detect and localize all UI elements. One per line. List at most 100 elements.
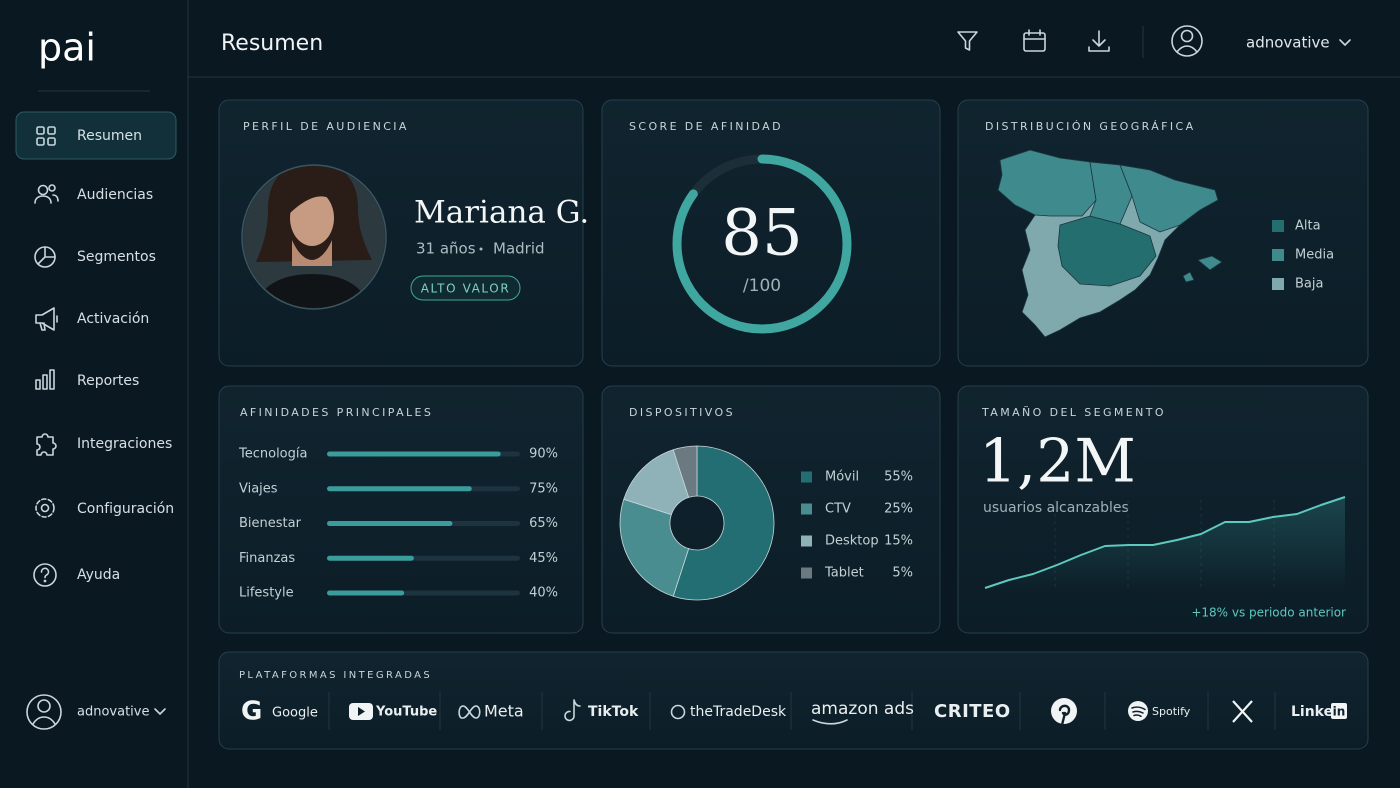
page-title: Resumen [221, 31, 323, 56]
logo-x [1232, 700, 1253, 723]
affinity-bars: Tecnología 90% Viajes 75% Bienestar 65% Finanz… [238, 447, 558, 601]
card-title: SCORE DE AFINIDAD [629, 120, 783, 133]
spain-map [997, 149, 1223, 338]
nav-item[interactable]: Ayuda [33, 563, 120, 587]
user-menu[interactable]: adnovative [26, 694, 166, 730]
nav-icon [36, 433, 57, 456]
linkedin-box [1331, 703, 1347, 719]
profile-photo [243, 166, 385, 308]
legend-value: 25% [884, 502, 913, 517]
chevron [154, 708, 166, 715]
logo-tradedesk: theTradeDesk [670, 704, 787, 720]
segment-subtitle: usuarios alcanzables [983, 500, 1129, 516]
geo-legend: Alta Media Baja [1272, 219, 1334, 292]
nav-item[interactable]: Activación [35, 307, 149, 331]
logo-dividers [328, 692, 1276, 730]
bar-value: 75% [529, 481, 558, 496]
nav-item[interactable]: Resumen [36, 126, 142, 146]
logo-youtube: YouTube [349, 703, 437, 720]
legend-label: Móvil [825, 470, 859, 485]
tradedesk-icon [670, 704, 686, 720]
score-arc [672, 154, 852, 334]
nav-label[interactable]: Integraciones [77, 436, 172, 452]
card-title: DISTRIBUCIÓN GEOGRÁFICA [985, 120, 1196, 133]
logo: pai [38, 26, 96, 70]
map-region [1089, 161, 1133, 225]
bar-value: 40% [529, 586, 558, 601]
affinities-card [218, 385, 584, 634]
nav-icon [35, 498, 55, 518]
bar [327, 451, 501, 457]
logo-linkedin: Linked in [1291, 703, 1347, 720]
legend-value: 55% [884, 470, 913, 485]
bar-label: Viajes [239, 481, 278, 496]
avatar-icon [26, 694, 62, 730]
logo-pinterest [1051, 698, 1077, 727]
nav-icon [33, 563, 57, 587]
score-card [601, 99, 941, 367]
legend-label: Media [1295, 248, 1334, 263]
bar-label: Lifestyle [239, 586, 294, 601]
logo-criteo: CRITEO [934, 701, 1011, 722]
download-button[interactable] [1088, 30, 1110, 52]
bar-label: Tecnología [238, 447, 307, 462]
logo-label: theTradeDesk [690, 704, 787, 720]
amazon-smile [812, 719, 848, 725]
nav-label[interactable]: Resumen [77, 128, 142, 144]
nav-label[interactable]: Activación [77, 311, 149, 327]
legend-swatch [801, 535, 812, 547]
nav-item[interactable]: Reportes [35, 369, 139, 390]
meta-icon [458, 705, 481, 719]
card-title: DISPOSITIVOS [629, 406, 735, 419]
bar-value: 65% [529, 516, 558, 531]
card-title: TAMAÑO DEL SEGMENTO [981, 406, 1166, 419]
x-icon [1232, 700, 1253, 723]
segment-headline: 1,2M [979, 427, 1136, 497]
legend-swatch [801, 503, 812, 515]
map-region [1182, 271, 1195, 283]
bar [327, 590, 405, 596]
photo-ring [241, 164, 387, 310]
nav-item[interactable]: Audiencias [34, 184, 153, 204]
filter-button[interactable] [957, 31, 978, 51]
account-button[interactable] [1171, 25, 1203, 57]
pinterest-icon [1051, 698, 1077, 724]
bar-label: Finanzas [239, 551, 295, 566]
legend-value: 5% [892, 566, 913, 581]
nav-label[interactable]: Audiencias [77, 187, 153, 203]
card-title: PLATAFORMAS INTEGRADAS [239, 670, 432, 681]
nav-item[interactable]: Configuración [35, 498, 174, 518]
nav-item[interactable]: Segmentos [34, 246, 156, 268]
nav-item[interactable]: Integraciones [36, 433, 172, 456]
nav-label[interactable]: Ayuda [77, 567, 120, 583]
logo-tiktok: TikTok [564, 699, 639, 722]
bar [327, 555, 414, 561]
user-name[interactable]: adnovative [77, 705, 149, 720]
nav-label[interactable]: Reportes [77, 373, 139, 389]
bar [327, 486, 472, 492]
pinterest-p [1058, 704, 1071, 727]
logo-spotify: Spotify [1128, 701, 1191, 721]
legend-swatch [801, 471, 812, 483]
profile-name: Mariana G. [414, 195, 589, 231]
legend-swatch [801, 567, 812, 579]
logo-label: CRITEO [934, 701, 1011, 722]
nav-icon [34, 184, 59, 204]
legend-swatch [1272, 278, 1284, 290]
card-title: AFINIDADES PRINCIPALES [240, 406, 433, 419]
map-region [1197, 255, 1223, 271]
legend-value: 15% [884, 534, 913, 549]
profile-city: Madrid [493, 240, 545, 258]
header-user[interactable]: adnovative [1246, 34, 1330, 52]
logo-amazon: amazon ads [811, 699, 914, 725]
calendar-button[interactable] [1023, 29, 1046, 52]
nav-label[interactable]: Configuración [77, 501, 174, 517]
separator-dot [479, 247, 483, 251]
logo-meta: Meta [458, 702, 524, 721]
badge [410, 275, 521, 301]
score-ring [672, 154, 852, 334]
nav-label[interactable]: Segmentos [77, 249, 156, 265]
legend-label: Alta [1295, 219, 1321, 234]
header-chevron[interactable] [1339, 39, 1351, 46]
